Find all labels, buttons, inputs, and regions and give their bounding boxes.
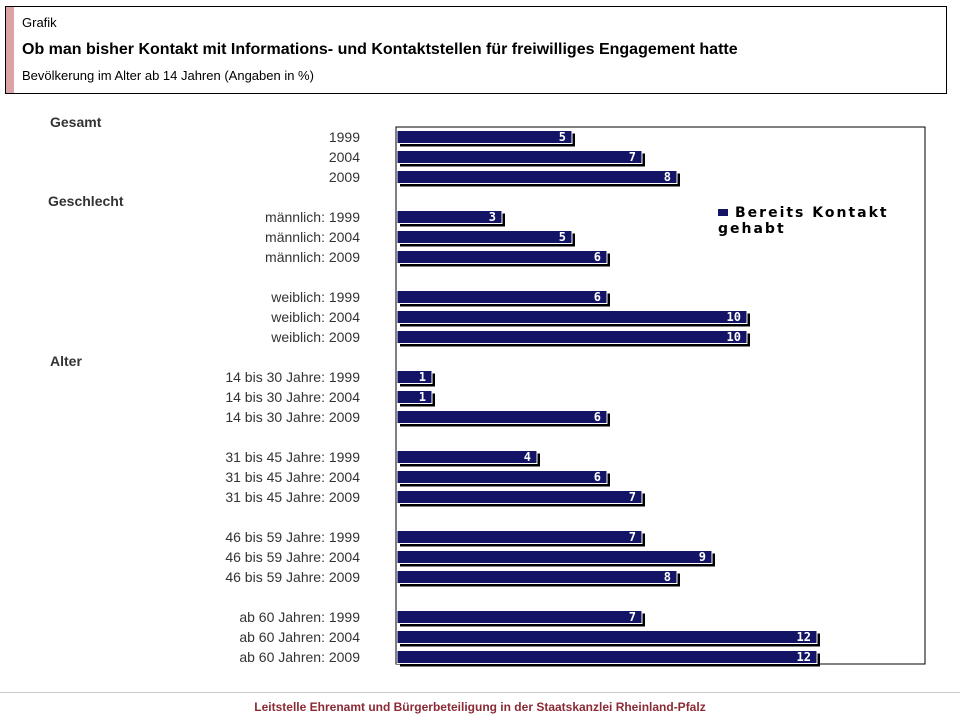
data-label: 6 [594, 290, 601, 304]
bar [396, 330, 748, 344]
category-label: 31 bis 45 Jahre: 2004 [225, 469, 360, 485]
category-label: 31 bis 45 Jahre: 1999 [225, 449, 360, 465]
bar [396, 210, 503, 224]
bar [396, 450, 538, 464]
data-label: 10 [727, 310, 741, 324]
header-accent-bar [6, 7, 14, 93]
category-label: weiblich: 1999 [270, 289, 360, 305]
bar [396, 390, 433, 404]
data-label: 7 [629, 490, 636, 504]
section-label: Gesamt [50, 114, 102, 130]
bar [396, 610, 643, 624]
data-label: 8 [664, 570, 671, 584]
data-label: 7 [629, 610, 636, 624]
category-label: 46 bis 59 Jahre: 1999 [225, 529, 360, 545]
plot-area: Gesamt 1999 5 2004 7 2009 8 Geschlecht männlich:… [48, 114, 926, 667]
category-label: 31 bis 45 Jahre: 2009 [225, 489, 360, 505]
section-label: Alter [50, 353, 82, 369]
data-label: 3 [489, 210, 496, 224]
bar [396, 230, 573, 244]
bar [396, 470, 608, 484]
category-label: männlich: 1999 [265, 209, 360, 225]
data-label: 1 [419, 370, 426, 384]
category-label: männlich: 2009 [265, 249, 360, 265]
category-label: 2004 [329, 149, 360, 165]
bar [396, 130, 573, 144]
legend-swatch [718, 209, 728, 216]
bar [396, 570, 678, 584]
data-label: 1 [419, 390, 426, 404]
data-label: 5 [559, 230, 566, 244]
category-label: weiblich: 2004 [270, 309, 360, 325]
legend-label: Bereits Kontakt [735, 205, 889, 221]
category-label: ab 60 Jahren: 2004 [239, 629, 360, 645]
category-label: 14 bis 30 Jahre: 2004 [225, 389, 360, 405]
bar [396, 490, 643, 504]
bar [396, 550, 713, 564]
chart-title: Ob man bisher Kontakt mit Informations- … [22, 41, 738, 58]
section-label: Geschlecht [48, 193, 124, 209]
chart-subtitle: Bevölkerung im Alter ab 14 Jahren (Angab… [22, 68, 314, 83]
footer-text: Leitstelle Ehrenamt und Bürgerbeteiligun… [254, 700, 706, 714]
data-label: 5 [559, 130, 566, 144]
category-label: ab 60 Jahren: 1999 [239, 609, 360, 625]
category-label: 14 bis 30 Jahre: 1999 [225, 369, 360, 385]
data-label: 7 [629, 530, 636, 544]
data-label: 8 [664, 170, 671, 184]
bar [396, 310, 748, 324]
data-label: 12 [797, 650, 811, 664]
data-label: 7 [629, 150, 636, 164]
bar [396, 150, 643, 164]
category-label: männlich: 2004 [265, 229, 360, 245]
bar [396, 250, 608, 264]
data-label: 12 [797, 630, 811, 644]
data-label: 6 [594, 410, 601, 424]
bar [396, 370, 433, 384]
category-label: weiblich: 2009 [270, 329, 360, 345]
data-label: 9 [699, 550, 706, 564]
bar-chart: Gesamt 1999 5 2004 7 2009 8 Geschlecht männlich:… [48, 114, 926, 667]
category-label: 46 bis 59 Jahre: 2004 [225, 549, 360, 565]
bar [396, 290, 608, 304]
data-label: 10 [727, 330, 741, 344]
category-label: 46 bis 59 Jahre: 2009 [225, 569, 360, 585]
chart-header: Grafik Ob man bisher Kontakt mit Informa… [5, 6, 947, 94]
category-label: ab 60 Jahren: 2009 [239, 649, 360, 665]
data-label: 4 [524, 450, 531, 464]
bar [396, 630, 818, 644]
bar [396, 170, 678, 184]
category-label: 2009 [329, 169, 360, 185]
header-kicker: Grafik [22, 15, 57, 30]
category-label: 1999 [329, 129, 360, 145]
footer-divider [0, 692, 960, 693]
legend-label: gehabt [718, 221, 786, 237]
data-label: 6 [594, 250, 601, 264]
data-label: 6 [594, 470, 601, 484]
bar [396, 410, 608, 424]
category-label: 14 bis 30 Jahre: 2009 [225, 409, 360, 425]
bar [396, 650, 818, 664]
bar [396, 530, 643, 544]
